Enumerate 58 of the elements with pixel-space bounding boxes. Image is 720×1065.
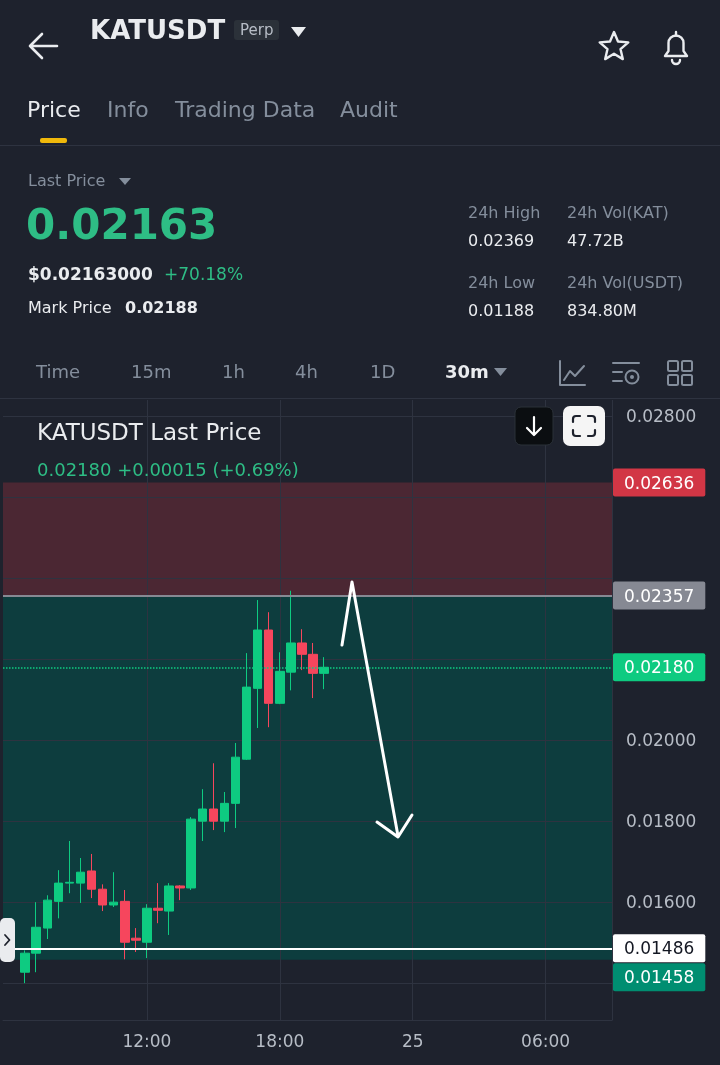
candlestick: [264, 611, 273, 728]
y-tick-label: 0.02000: [626, 730, 697, 751]
text: 1h: [222, 361, 245, 383]
ref-line-label: 0.01486: [624, 938, 695, 959]
text: 1D: [370, 361, 396, 383]
text: Audit: [340, 97, 398, 124]
candlestick: [142, 903, 152, 959]
candlestick: [43, 894, 52, 940]
candlestick: [76, 857, 85, 904]
text: 834.80M: [567, 301, 637, 321]
candlestick: [198, 788, 207, 842]
text: 0.02188: [125, 298, 198, 318]
ref-line-label: 0.02180: [624, 657, 695, 678]
band-label: 0.01458: [624, 967, 695, 988]
y-tick-label: 0.01800: [626, 811, 697, 832]
text: Price: [27, 97, 81, 124]
text: 24h Vol(USDT): [567, 273, 683, 293]
text: 47.72B: [567, 231, 624, 251]
text: 30m: [445, 361, 489, 383]
ref-line-label: 0.02357: [624, 585, 695, 606]
text: 0.01188: [468, 301, 535, 321]
candlestick: [54, 869, 63, 919]
candlestick: [87, 853, 96, 899]
candlestick: [109, 871, 118, 908]
x-tick-label: 25: [401, 1030, 424, 1051]
text: 15m: [131, 361, 172, 383]
candlestick: [186, 816, 196, 891]
text: Mark Price: [28, 298, 112, 318]
candlestick: [209, 762, 218, 831]
text: 4h: [295, 361, 318, 383]
text: Trading Data: [175, 97, 316, 124]
x-tick-label: 12:00: [122, 1030, 172, 1051]
text: $0.02163000: [28, 264, 153, 285]
text: KATUSDT: [90, 15, 226, 47]
band-label: 0.02636: [624, 472, 695, 493]
y-tick-label: 0.02800: [626, 406, 697, 427]
x-tick-label: 18:00: [255, 1030, 305, 1051]
candlestick: [65, 840, 74, 894]
text: 24h High: [468, 203, 541, 223]
text: Info: [107, 97, 149, 124]
text: KATUSDT Last Price: [37, 419, 262, 445]
text: 0.02163: [26, 200, 218, 251]
candlestick: [220, 791, 229, 833]
text: +70.18%: [164, 264, 244, 285]
text: Time: [36, 361, 81, 383]
y-tick-label: 0.01600: [626, 892, 697, 913]
text: 0.02369: [468, 231, 535, 251]
text: 24h Low: [468, 273, 536, 293]
candlestick: [153, 882, 163, 924]
x-tick-label: 06:00: [521, 1030, 571, 1051]
candlestick: [175, 884, 185, 901]
candlestick: [231, 742, 240, 829]
candlestick: [164, 882, 174, 936]
text: 0.02180 +0.00015 (+0.69%): [37, 458, 299, 480]
text: 24h Vol(KAT): [567, 203, 669, 223]
text: Last Price: [28, 171, 106, 191]
text: Perp: [234, 20, 280, 40]
candlestick: [98, 883, 107, 912]
